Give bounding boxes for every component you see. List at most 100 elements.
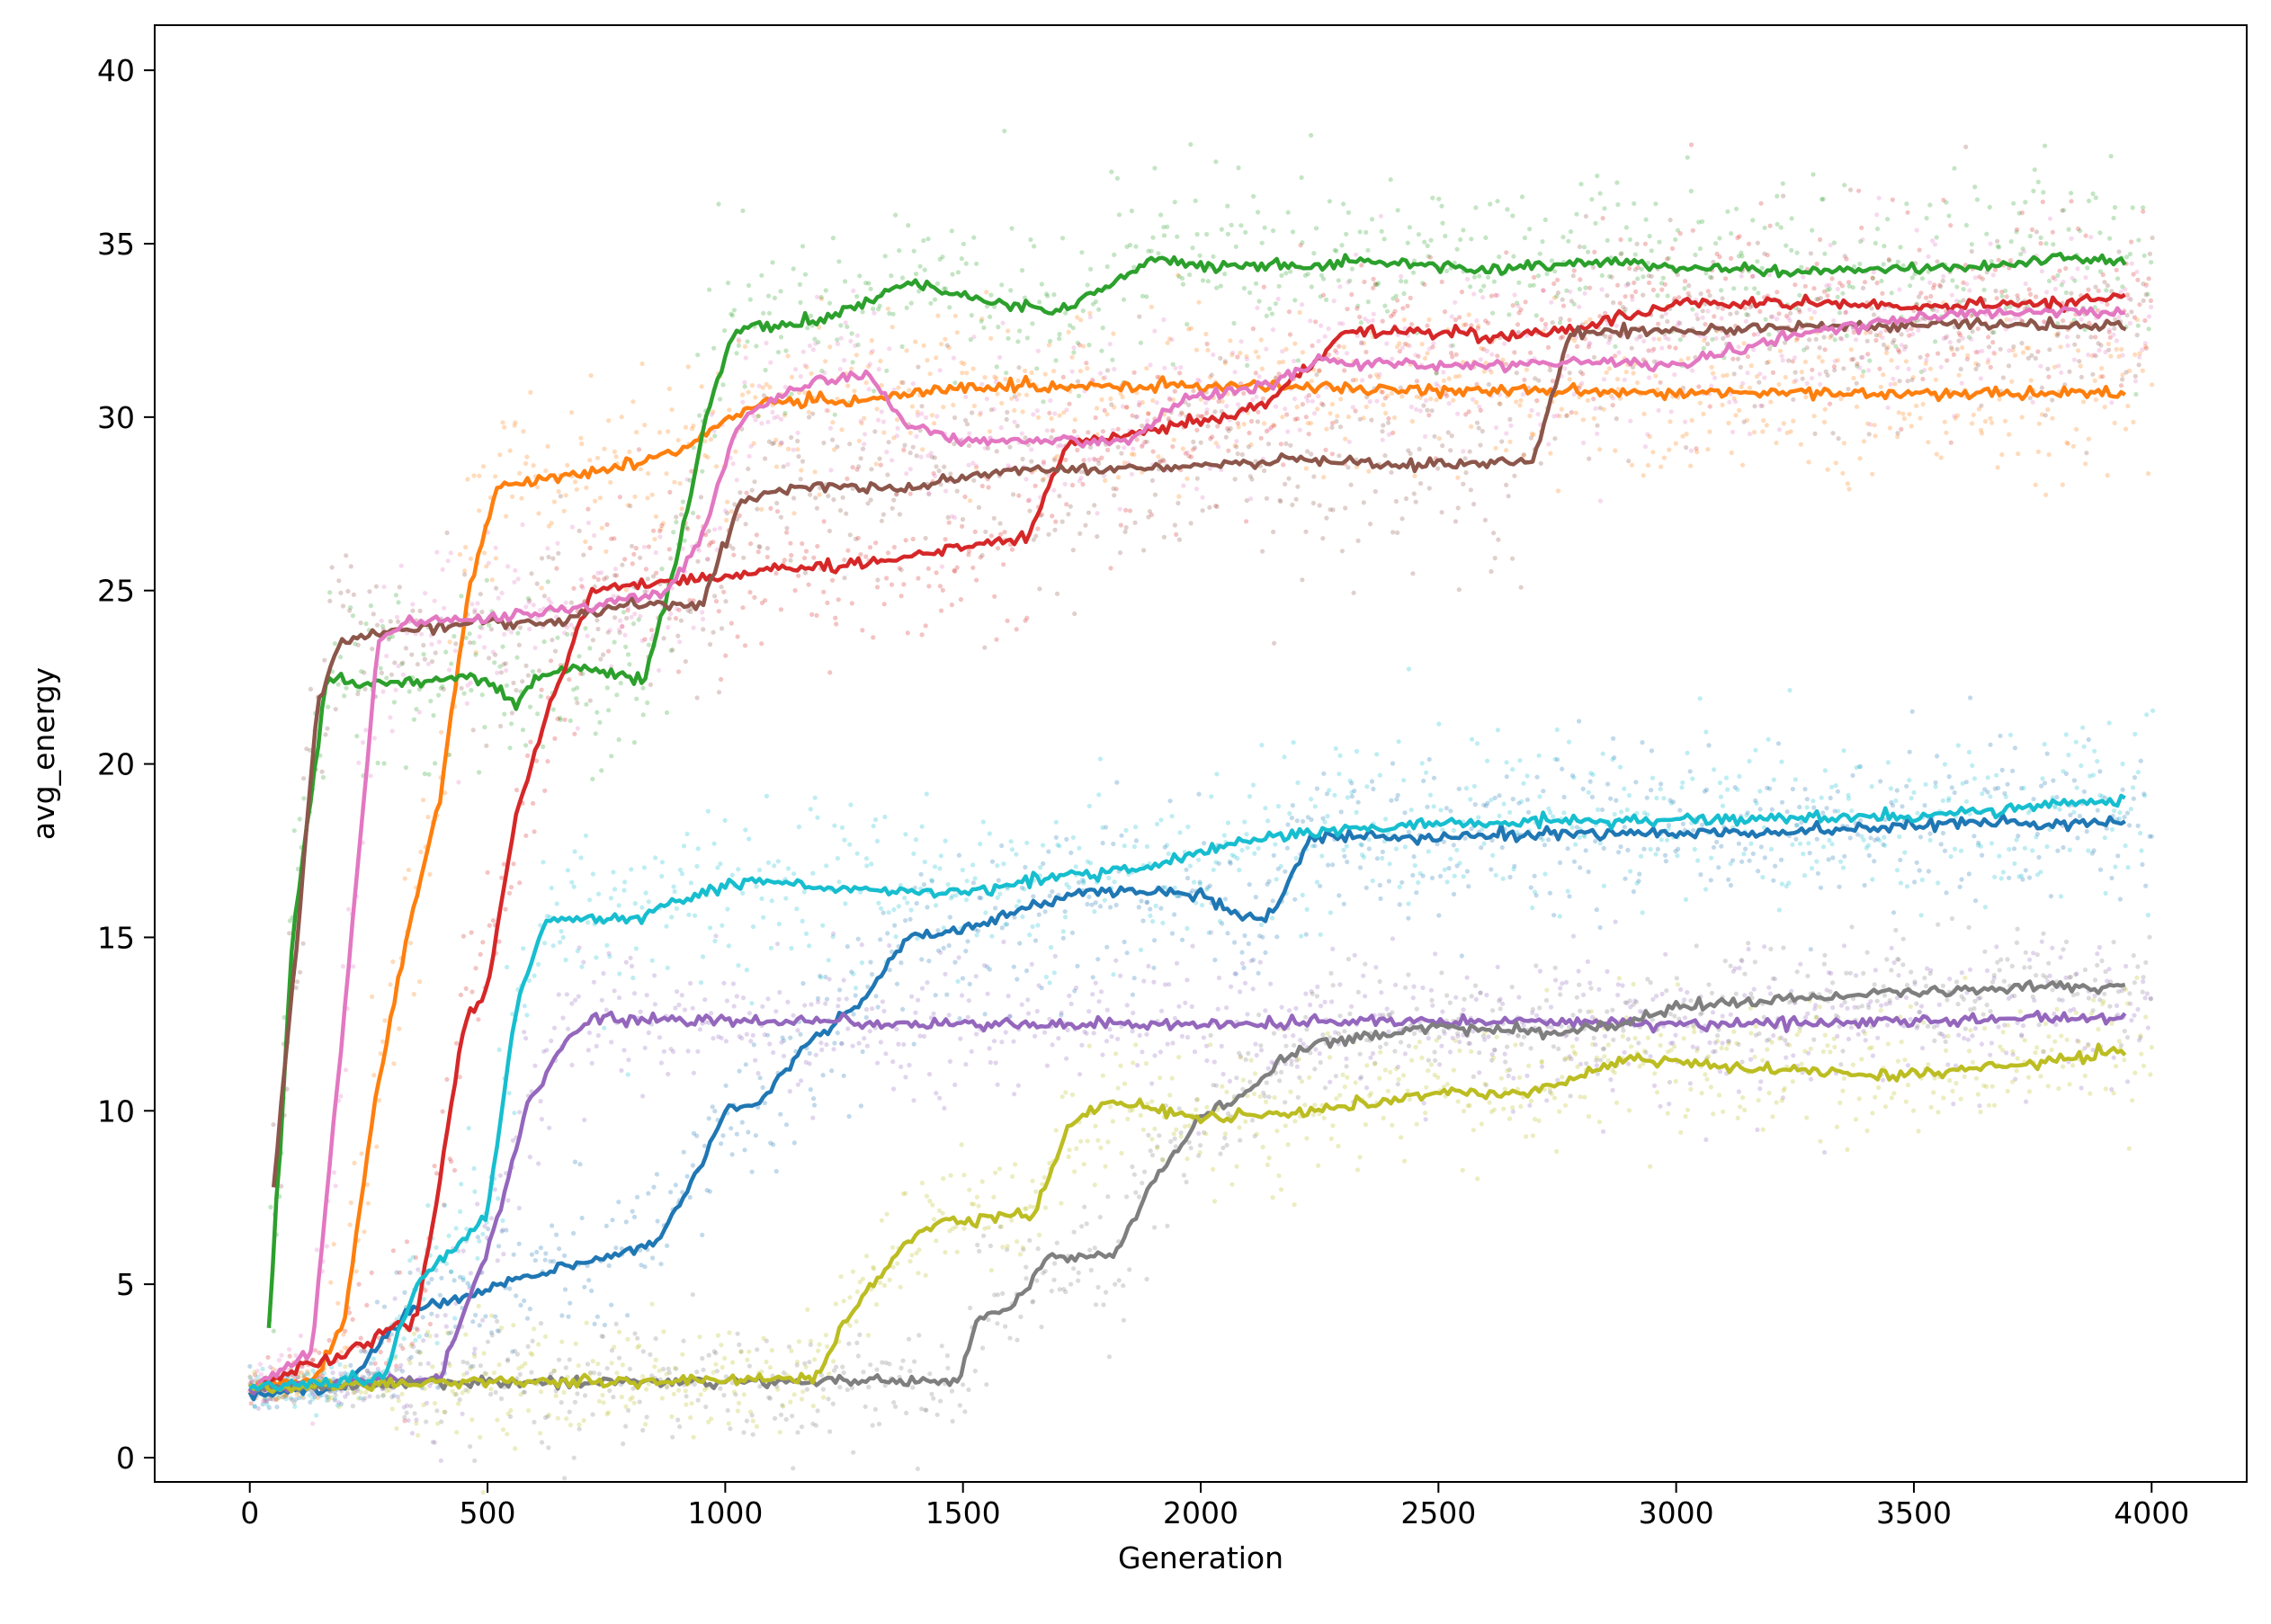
data-point [1486, 1034, 1491, 1040]
data-point [799, 468, 804, 473]
data-point [297, 1395, 302, 1401]
data-point [1828, 795, 1833, 801]
data-point [1197, 253, 1203, 258]
data-point [860, 446, 866, 451]
data-point [712, 593, 718, 599]
data-point [1067, 401, 1072, 406]
data-point [708, 437, 714, 442]
data-point [1751, 430, 1757, 435]
data-point [1707, 1040, 1712, 1046]
data-point [584, 485, 589, 491]
data-point [1133, 244, 1139, 249]
data-point [1802, 283, 1808, 289]
data-point [2143, 292, 2149, 298]
data-point [1960, 345, 1965, 351]
data-point [1659, 991, 1665, 996]
data-point [2105, 282, 2110, 289]
data-point [865, 984, 871, 989]
data-point [1303, 932, 1309, 937]
data-point [1822, 251, 1828, 256]
data-point [1146, 411, 1151, 416]
data-point [1395, 792, 1400, 798]
data-point [950, 272, 955, 277]
data-point [422, 771, 427, 777]
data-point [555, 635, 560, 640]
data-point [943, 537, 948, 542]
data-point [1226, 448, 1231, 453]
data-point [1327, 199, 1332, 204]
data-point [1819, 197, 1825, 202]
data-point [1942, 1034, 1947, 1040]
data-point [571, 585, 577, 591]
data-point [787, 1089, 792, 1094]
data-point [1574, 211, 1579, 217]
data-point [1597, 447, 1603, 452]
data-point [408, 1354, 414, 1360]
data-point [1183, 1000, 1188, 1005]
data-point [1426, 756, 1432, 763]
data-point [333, 707, 338, 712]
data-point [975, 928, 981, 933]
data-point [291, 828, 297, 834]
data-point [1265, 442, 1272, 447]
data-point [1386, 1029, 1391, 1034]
data-point [421, 642, 426, 648]
data-point [281, 1394, 286, 1399]
data-point [501, 861, 506, 867]
data-point [1063, 457, 1068, 462]
data-point [1468, 487, 1473, 493]
data-point [742, 344, 748, 349]
data-point [587, 458, 593, 463]
data-point [910, 536, 916, 542]
data-point [889, 582, 895, 587]
data-point [1057, 494, 1062, 499]
data-point [1283, 346, 1289, 352]
data-point [1066, 512, 1071, 517]
data-point [1946, 774, 1952, 780]
data-point [1007, 1013, 1013, 1019]
data-point [499, 1228, 505, 1234]
data-point [2035, 349, 2041, 354]
data-point [626, 1057, 631, 1063]
data-point [544, 1048, 550, 1053]
data-point [1713, 241, 1719, 246]
data-point [2007, 432, 2012, 437]
data-point [1567, 894, 1572, 899]
data-point [1858, 238, 1864, 245]
data-point [293, 985, 299, 990]
data-point [1989, 259, 1994, 264]
data-point [863, 1014, 869, 1021]
data-point [1531, 282, 1536, 288]
data-point [1527, 413, 1533, 419]
data-point [788, 558, 793, 563]
data-point [599, 525, 604, 531]
data-point [651, 574, 657, 579]
data-point [578, 576, 584, 582]
data-point [839, 1040, 845, 1046]
data-point [1410, 571, 1416, 576]
data-point [2023, 868, 2028, 873]
data-point [2016, 296, 2021, 302]
data-point [475, 601, 480, 606]
data-point [982, 1012, 988, 1017]
data-point [1587, 456, 1592, 461]
data-point [1288, 442, 1293, 448]
data-point [1623, 307, 1628, 312]
data-point [1687, 769, 1693, 774]
data-point [1615, 982, 1621, 987]
data-point [380, 689, 386, 694]
data-point [1088, 266, 1094, 272]
data-point [2003, 288, 2008, 293]
data-point [791, 495, 797, 501]
data-point [362, 1348, 367, 1353]
data-point [1961, 298, 1966, 303]
data-point [946, 1013, 952, 1018]
data-point [1811, 414, 1817, 419]
data-point [1541, 789, 1546, 794]
data-point [2086, 287, 2091, 292]
data-point [1870, 471, 1875, 477]
data-point [934, 1091, 939, 1096]
data-point [1615, 387, 1621, 392]
data-point [657, 1035, 663, 1040]
data-point [1295, 358, 1301, 363]
